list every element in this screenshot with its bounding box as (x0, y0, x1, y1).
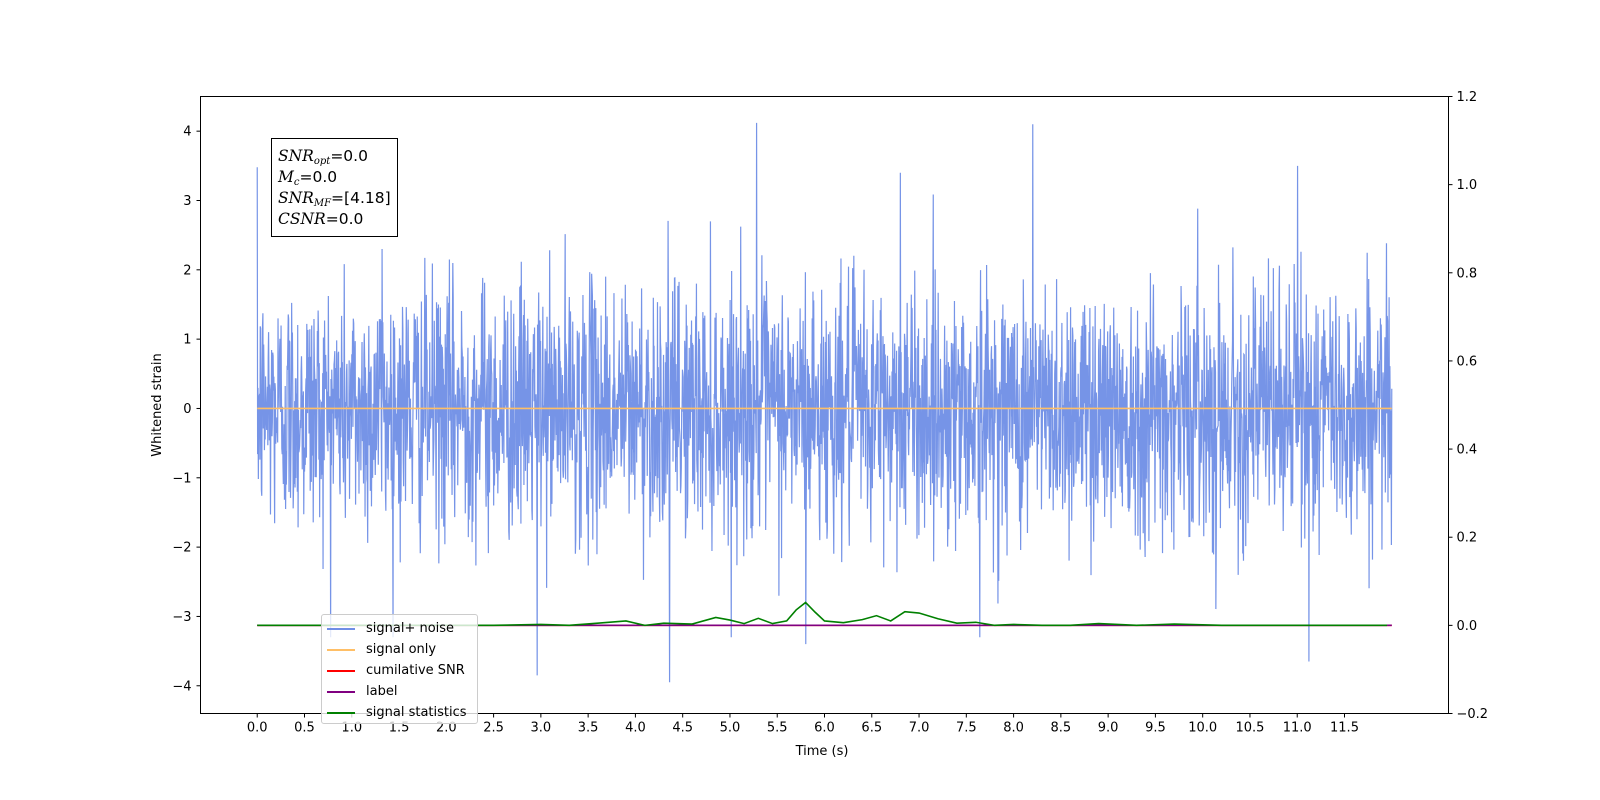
legend-swatch (327, 648, 355, 651)
legend-label: signal only (366, 642, 437, 657)
legend-item-0: signal+ noise (322, 618, 477, 639)
y-tick-label-7: −3 (172, 610, 191, 625)
legend-swatch (327, 711, 355, 714)
y2-tick-label-5: 0.2 (1457, 531, 1478, 546)
legend-swatch (327, 690, 355, 693)
plot-area (256, 122, 1393, 683)
y-tick-label-0: 4 (183, 125, 191, 140)
y2-tick-label-2: 0.8 (1457, 266, 1478, 281)
legend-label: signal statistics (366, 705, 467, 720)
annotation-line-1: Mc=0.0 (278, 168, 338, 188)
annotation-line-2: SNRMF=[4.18] (278, 189, 391, 209)
x-tick-label-10: 5.0 (720, 721, 741, 736)
y2-tick-label-1: 1.0 (1457, 178, 1478, 193)
y-axis-label: Whitened strain (150, 353, 165, 456)
x-axis: 0.0 0.5 1.0 1.5 2.0 2.5 3.0 3.5 4.0 4.5 5.0 5.5 6.0 6… (247, 713, 1359, 736)
x-tick-label-4: 2.0 (436, 721, 457, 736)
x-tick-label-0: 0.0 (247, 721, 268, 736)
legend-label: signal+ noise (366, 621, 455, 636)
y2-tick-label-7: −0.2 (1457, 707, 1489, 722)
x-tick-label-15: 7.5 (956, 721, 977, 736)
x-tick-label-20: 10.0 (1188, 721, 1217, 736)
legend-item-2: cumilative SNR (322, 660, 477, 681)
x-tick-label-9: 4.5 (672, 721, 693, 736)
legend-item-3: label (322, 681, 477, 702)
x-tick-label-19: 9.5 (1145, 721, 1166, 736)
y2-tick-label-3: 0.6 (1457, 354, 1478, 369)
y-axis-left: 4 3 2 1 0 −1 −2 −3 −4 (172, 125, 201, 694)
x-axis-label: Time (s) (795, 744, 849, 759)
x-tick-label-18: 9.0 (1098, 721, 1119, 736)
x-tick-label-6: 3.0 (531, 721, 552, 736)
y2-tick-label-4: 0.4 (1457, 443, 1478, 458)
y-tick-label-3: 1 (183, 333, 191, 348)
legend-swatch (327, 627, 355, 630)
x-tick-label-22: 11.0 (1283, 721, 1312, 736)
y-tick-label-1: 3 (183, 194, 191, 209)
legend-item-4: signal statistics (322, 702, 477, 723)
x-tick-label-11: 5.5 (767, 721, 788, 736)
legend-label: cumilative SNR (366, 663, 465, 678)
x-tick-label-1: 0.5 (294, 721, 315, 736)
x-tick-label-23: 11.5 (1330, 721, 1359, 736)
y2-tick-label-6: 0.0 (1457, 619, 1478, 634)
x-tick-label-3: 1.5 (389, 721, 410, 736)
x-tick-label-17: 8.5 (1051, 721, 1072, 736)
legend-item-1: signal only (322, 639, 477, 660)
y-tick-label-6: −2 (172, 541, 191, 556)
legend-label: label (366, 684, 398, 699)
x-tick-label-14: 7.0 (909, 721, 930, 736)
annotation-line-0: SNRopt=0.0 (278, 147, 368, 167)
series-signal-noise (256, 122, 1393, 683)
x-tick-label-7: 3.5 (578, 721, 599, 736)
series-signal-statistics (257, 601, 1388, 627)
annotation-box: SNRopt=0.0 Mc=0.0 SNRMF=[4.18] CSNR=0.0 (271, 138, 398, 237)
x-tick-label-16: 8.0 (1003, 721, 1024, 736)
y-tick-label-2: 2 (183, 263, 191, 278)
annotation-line-3: CSNR=0.0 (278, 210, 364, 228)
x-tick-label-2: 1.0 (341, 721, 362, 736)
x-tick-label-13: 6.5 (861, 721, 882, 736)
y-tick-label-4: 0 (183, 402, 191, 417)
x-tick-label-21: 10.5 (1235, 721, 1264, 736)
y-tick-label-8: −4 (172, 679, 191, 694)
x-tick-label-5: 2.5 (483, 721, 504, 736)
y2-tick-label-0: 1.2 (1457, 90, 1478, 105)
legend: signal+ noise signal only cumilative SNR la… (321, 614, 478, 724)
legend-swatch (327, 669, 355, 672)
y-axis-right: 1.2 1.0 0.8 0.6 0.4 0.2 0.0 −0.2 (1448, 90, 1489, 722)
x-tick-label-12: 6.0 (814, 721, 835, 736)
x-tick-label-8: 4.0 (625, 721, 646, 736)
y-tick-label-5: −1 (172, 471, 191, 486)
